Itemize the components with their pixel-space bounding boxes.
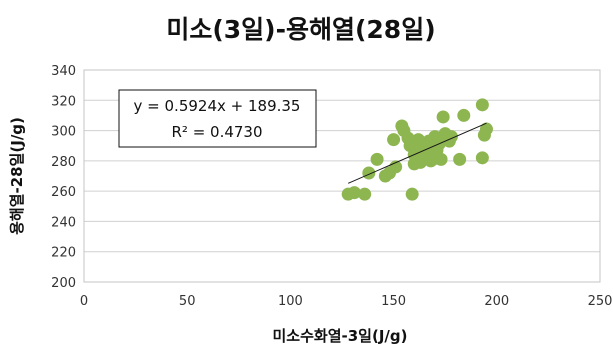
y-tick-label-240: 240	[51, 215, 76, 230]
data-point-37	[475, 151, 489, 165]
y-tick-label-340: 340	[51, 64, 76, 79]
y-tick-label-300: 300	[51, 125, 76, 140]
y-tick-label-200: 200	[51, 276, 76, 291]
x-tick-label-100: 100	[278, 294, 303, 309]
y-tick-label-320: 320	[51, 94, 76, 109]
x-tick-label-150: 150	[381, 294, 406, 309]
y-axis-ticks: 200 220 240 260 280 300 320 340	[51, 64, 76, 291]
trendline-equation: y = 0.5924x + 189.35	[134, 97, 301, 115]
r-squared: R² = 0.4730	[171, 123, 262, 141]
data-point-39	[479, 122, 493, 136]
data-point-29	[436, 110, 450, 124]
data-point-13	[405, 187, 419, 201]
x-tick-label-50: 50	[179, 294, 196, 309]
data-point-1	[347, 186, 361, 200]
trendline	[347, 122, 487, 184]
data-point-35	[457, 108, 471, 122]
y-tick-label-260: 260	[51, 185, 76, 200]
data-point-3	[362, 166, 376, 180]
x-axis-ticks: 0 50 100 150 200 250	[80, 294, 613, 309]
x-tick-label-0: 0	[80, 294, 88, 309]
y-tick-label-220: 220	[51, 246, 76, 261]
data-point-7	[387, 133, 401, 147]
plot-area-border	[83, 69, 601, 283]
chart-title: 미소(3일)-용해열(28일)	[166, 15, 435, 44]
data-point-36	[475, 98, 489, 112]
data-point-2	[358, 187, 372, 201]
data-point-4	[370, 152, 384, 166]
equation-box: y = 0.5924x + 189.35 R² = 0.4730	[118, 89, 317, 148]
data-point-28	[434, 152, 448, 166]
x-axis-label: 미소수화열-3일(J/g)	[273, 327, 408, 345]
y-tick-label-280: 280	[51, 155, 76, 170]
data-point-34	[453, 152, 467, 166]
equation-box-border	[118, 89, 317, 148]
data-points	[341, 98, 493, 201]
x-tick-label-250: 250	[588, 294, 613, 309]
x-tick-label-200: 200	[484, 294, 509, 309]
y-axis-label: 용해열-28일(J/g)	[8, 117, 26, 235]
